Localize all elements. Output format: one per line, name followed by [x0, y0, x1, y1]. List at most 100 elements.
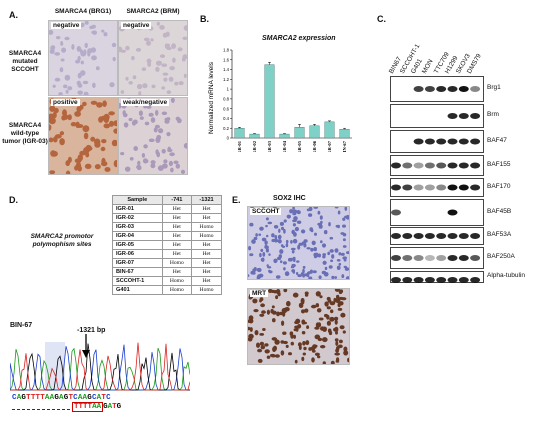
table-cell: Het: [191, 240, 222, 250]
band: [470, 138, 481, 145]
table-row: IGR-02 Het Het: [112, 213, 222, 223]
sequence-line-1: CAGTTTTAAGAGTCAAGCATC: [12, 394, 111, 402]
protein-label-alpha-tubulin: Alpha-tubulin: [487, 272, 525, 279]
table-cell: Homo: [161, 258, 193, 268]
tile-label: negative: [121, 22, 152, 29]
y-tick-label: 0.4: [223, 116, 229, 121]
ihc-image-brg1-neg: [49, 21, 117, 95]
bar-chart: Normalized mRNA levels 0 0.2 0.4 0.6 0.8 1 1.2…: [208, 48, 352, 152]
table-cell: Het: [191, 249, 222, 259]
table-cell: IGR-07: [112, 258, 163, 268]
band: [447, 255, 458, 261]
table-row: IGR-04 Het Homo: [112, 231, 222, 241]
table-cell: IGR-02: [112, 213, 163, 223]
table-row: IGR-01 Het Het: [112, 204, 222, 214]
band: [413, 277, 424, 283]
band: [402, 233, 413, 239]
band: [391, 255, 401, 261]
band: [470, 113, 481, 119]
band: [447, 162, 458, 169]
y-tick-label: 0.2: [223, 126, 229, 131]
band: [424, 86, 435, 92]
table-header: -741: [161, 195, 193, 205]
y-tick-label: 1.4: [223, 67, 229, 72]
bar-bin-67: [339, 128, 350, 139]
trace-line: [10, 347, 190, 391]
table-cell: Homo: [191, 285, 222, 295]
table-row: IGR-06 Het Het: [112, 249, 222, 259]
band: [424, 233, 435, 239]
band: [436, 277, 447, 283]
band: [413, 233, 424, 239]
x-tick-label: IGR-07: [327, 140, 332, 152]
band: [413, 138, 424, 145]
band: [391, 184, 401, 191]
table-row: IGR-07 Homo Het: [112, 258, 222, 268]
table-cell: Het: [161, 213, 193, 223]
x-tick-label: IGR-01: [237, 140, 242, 152]
ihc-tile-mrt: MRT: [247, 288, 350, 365]
band: [391, 277, 401, 283]
row-label-mutated: SMARCA4 mutated SCCOHT: [8, 50, 42, 73]
band: [447, 138, 458, 145]
table-cell: Homo: [191, 231, 222, 241]
table-row: SCCOHT-1 Homo Het: [112, 276, 222, 286]
sequence-dash: [12, 409, 70, 410]
band: [402, 255, 413, 261]
band: [436, 138, 447, 145]
ihc-image-mrt: [248, 289, 349, 364]
x-tick-label: IGR-03: [267, 140, 272, 152]
blot-row-baf45b: [390, 199, 484, 226]
panel-label-e: E.: [232, 195, 241, 205]
y-tick-label: 0: [227, 136, 230, 141]
protein-label-baf155: BAF155: [487, 160, 511, 168]
table-row: IGR-03 Het Homo: [112, 222, 222, 232]
band: [447, 277, 458, 283]
band: [424, 138, 435, 145]
band: [458, 184, 469, 191]
table-cell: IGR-05: [112, 240, 163, 250]
protein-label-baf47: BAF47: [487, 136, 507, 144]
ihc-image-brg1-pos: [49, 98, 117, 174]
table-cell: BIN-67: [112, 267, 163, 277]
polymorphism-table: Sample -741 -1321 IGR-01 Het Het IGR-02 Het Het I…: [112, 195, 222, 295]
table-cell: Het: [161, 231, 193, 241]
table-cell: Het: [161, 267, 193, 277]
y-tick-label: 0.8: [223, 96, 229, 101]
band: [402, 184, 413, 191]
table-cell: IGR-04: [112, 231, 163, 241]
band: [436, 255, 447, 261]
ihc-tile-brm-mutated: negative: [118, 20, 188, 96]
tile-label: negative: [51, 22, 82, 29]
table-row: G401 Homo Homo: [112, 285, 222, 295]
trace-sample-label: BIN-67: [10, 322, 33, 329]
table-cell: Homo: [191, 222, 222, 232]
ihc-image-brm-neg: [119, 21, 187, 95]
panel-label-b: B.: [200, 14, 209, 24]
band: [424, 162, 435, 169]
y-tick-label: 1.8: [223, 48, 229, 53]
protein-label-brg1: Brg1: [487, 84, 501, 91]
x-tick-label: BIN-67: [342, 140, 347, 152]
band: [436, 184, 447, 191]
tile-label: MRT: [250, 290, 269, 297]
table-cell: Homo: [161, 276, 193, 286]
blot-row-brm: [390, 104, 484, 128]
col-label-brm: SMARCA2 (BRM): [126, 8, 180, 15]
bar-igr-02: [249, 133, 260, 139]
bar-igr-03: [264, 64, 275, 139]
table-cell: IGR-06: [112, 249, 163, 259]
y-tick-label: 0.6: [223, 106, 229, 111]
sequence-line-2: TTTTAA GATG: [72, 402, 122, 412]
table-cell: Het: [161, 222, 193, 232]
ihc-image-brm-weak: [119, 98, 187, 174]
x-tick-label: IGR-02: [252, 140, 257, 152]
y-tick-label: 1.6: [223, 57, 229, 62]
band: [391, 209, 401, 216]
bar-igr-01: [234, 128, 245, 139]
band: [447, 233, 458, 239]
band: [413, 184, 424, 191]
band: [391, 233, 401, 239]
table-row: IGR-05 Het Het: [112, 240, 222, 250]
band: [447, 209, 458, 216]
